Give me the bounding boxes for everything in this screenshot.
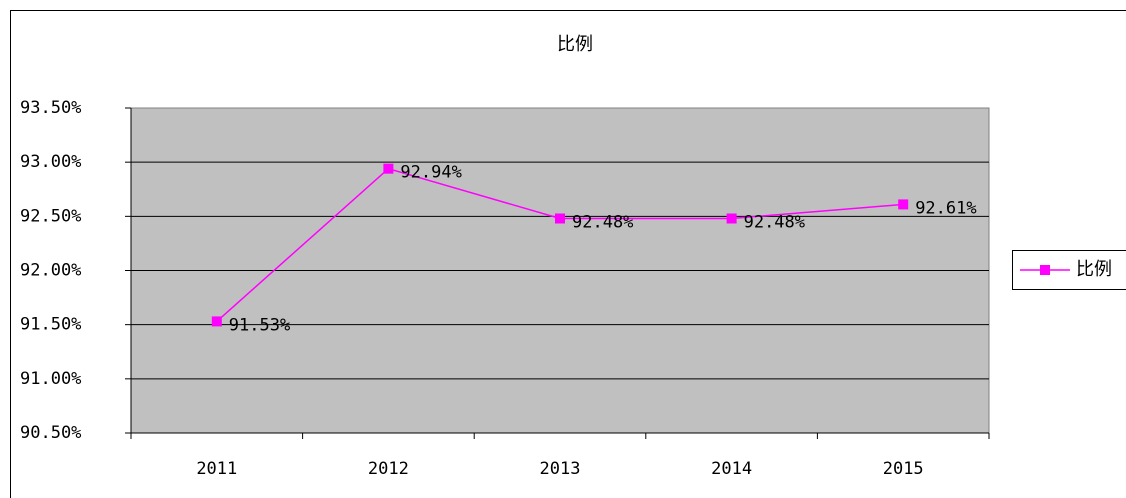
data-label: 91.53% bbox=[229, 315, 290, 335]
y-tick-label: 91.00% bbox=[20, 369, 81, 389]
y-tick-label: 92.00% bbox=[20, 261, 81, 281]
y-tick-label: 93.00% bbox=[20, 152, 81, 172]
y-tick-label: 91.50% bbox=[20, 315, 81, 335]
point bbox=[383, 163, 394, 174]
chart-title: 比例 bbox=[557, 34, 593, 55]
x-tick-label: 2014 bbox=[711, 459, 752, 479]
x-tick-label: 2012 bbox=[368, 459, 409, 479]
y-tick-label: 93.50% bbox=[20, 98, 81, 118]
x-tick-label: 2011 bbox=[196, 459, 237, 479]
data-label: 92.94% bbox=[400, 163, 461, 183]
point bbox=[211, 316, 222, 327]
y-tick-label: 92.50% bbox=[20, 206, 81, 226]
x-tick-label: 2013 bbox=[540, 459, 581, 479]
data-label: 92.61% bbox=[915, 198, 976, 218]
legend-label: 比例 bbox=[1076, 259, 1112, 280]
point bbox=[726, 213, 737, 224]
data-label: 92.48% bbox=[744, 213, 805, 233]
point bbox=[898, 199, 909, 210]
point bbox=[555, 213, 565, 224]
x-tick-label: 2015 bbox=[883, 459, 924, 479]
data-label: 92.48% bbox=[572, 213, 633, 233]
legend-marker bbox=[1040, 265, 1050, 275]
y-tick-label: 90.50% bbox=[20, 423, 81, 443]
